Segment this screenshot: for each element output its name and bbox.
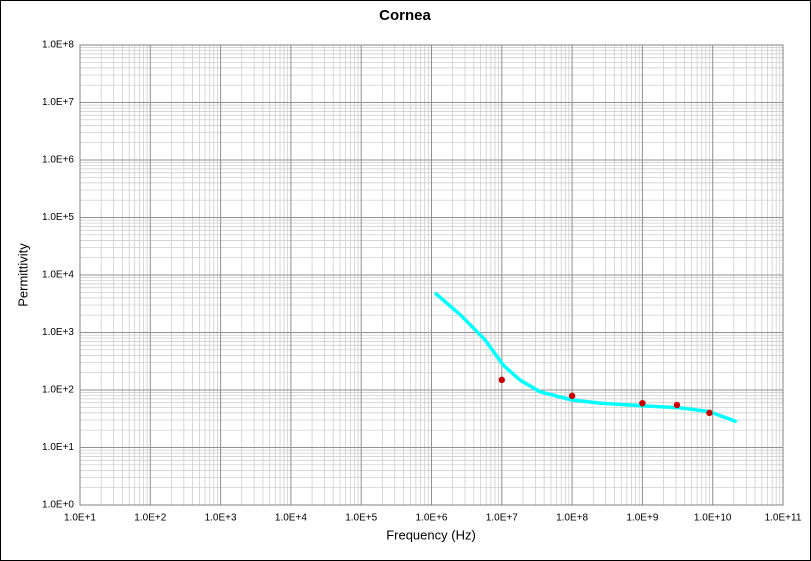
y-tick-label: 1.0E+6 xyxy=(42,155,74,166)
data-point xyxy=(706,409,713,417)
chart-title: Cornea xyxy=(379,7,431,24)
x-tick-label: 1.0E+4 xyxy=(275,513,307,524)
y-tick-label: 1.0E+5 xyxy=(42,212,74,223)
data-point xyxy=(568,392,576,400)
y-tick-label: 1.0E+1 xyxy=(42,442,74,453)
y-tick-label: 1.0E+2 xyxy=(42,385,74,396)
x-tick-label: 1.0E+1 xyxy=(64,513,96,524)
x-tick-label: 1.0E+9 xyxy=(626,513,658,524)
x-tick-label: 1.0E+5 xyxy=(345,513,377,524)
y-axis-label: Permittivity xyxy=(15,243,30,307)
plot-area-border xyxy=(79,44,784,506)
x-tick-label: 1.0E+6 xyxy=(416,513,448,524)
x-tick-label: 1.0E+3 xyxy=(205,513,237,524)
x-tick-label: 1.0E+11 xyxy=(765,513,802,524)
y-tick-label: 1.0E+3 xyxy=(42,327,74,338)
data-point xyxy=(498,376,505,384)
y-tick-label: 1.0E+7 xyxy=(42,97,74,108)
data-point xyxy=(673,401,681,409)
x-axis-label: Frequency (Hz) xyxy=(386,527,476,542)
y-tick-label: 1.0E+8 xyxy=(42,40,74,51)
x-tick-label: 1.0E+10 xyxy=(694,513,732,524)
y-tick-label: 1.0E+0 xyxy=(42,500,74,511)
data-line xyxy=(433,291,738,424)
x-tick-label: 1.0E+7 xyxy=(486,513,518,524)
x-tick-label: 1.0E+8 xyxy=(556,513,588,524)
y-tick-label: 1.0E+4 xyxy=(42,270,74,281)
x-tick-label: 1.0E+2 xyxy=(134,513,166,524)
data-point xyxy=(639,399,646,407)
